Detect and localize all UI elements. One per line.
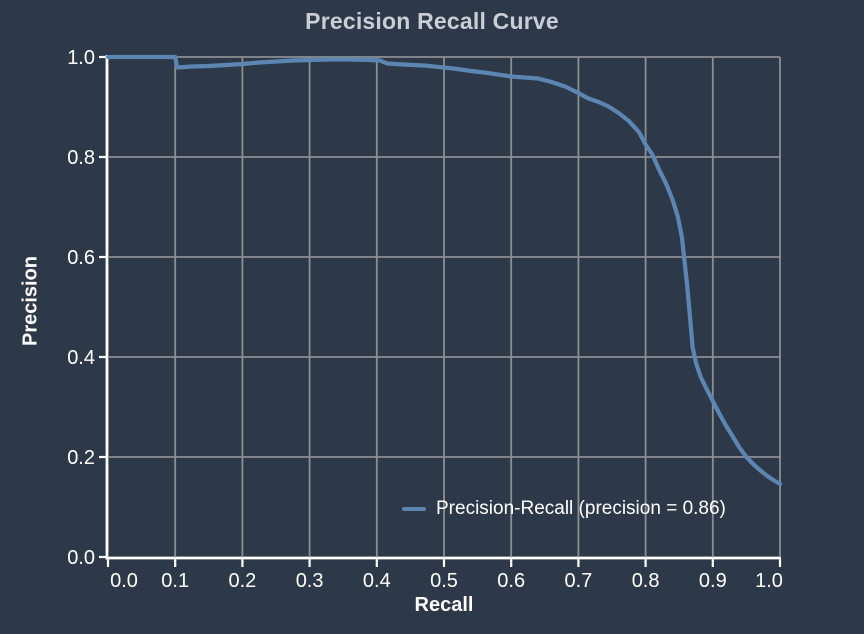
x-axis-title: Recall bbox=[414, 594, 474, 616]
x-tick-label: 0.2 bbox=[228, 570, 256, 592]
y-tick-label: 0.0 bbox=[67, 547, 95, 569]
x-tick-label: 0.3 bbox=[296, 570, 324, 592]
legend: Precision-Recall (precision = 0.86) bbox=[402, 496, 726, 522]
x-tick-label: 0.9 bbox=[699, 570, 727, 592]
x-tick-label: 0.0 bbox=[110, 570, 138, 592]
x-tick-label: 1.0 bbox=[755, 570, 783, 592]
legend-line-marker bbox=[402, 507, 426, 511]
y-tick-label: 1.0 bbox=[67, 47, 95, 69]
y-tick-label: 0.4 bbox=[67, 347, 95, 369]
y-axis-title: Precision bbox=[19, 255, 42, 347]
x-tick-label: 0.6 bbox=[497, 570, 525, 592]
chart-title: Precision Recall Curve bbox=[305, 8, 559, 34]
y-tick-label: 0.2 bbox=[67, 447, 95, 469]
x-tick-label: 0.5 bbox=[430, 570, 458, 592]
y-tick-label: 0.6 bbox=[67, 247, 95, 269]
x-tick-label: 0.7 bbox=[564, 570, 592, 592]
pr-curve-line bbox=[105, 54, 783, 487]
y-tick-label: 0.8 bbox=[67, 147, 95, 169]
x-tick-label: 0.1 bbox=[161, 570, 189, 592]
legend-label: Precision-Recall (precision = 0.86) bbox=[436, 498, 726, 519]
x-tick-label: 0.8 bbox=[632, 570, 660, 592]
x-tick-label: 0.4 bbox=[363, 570, 391, 592]
